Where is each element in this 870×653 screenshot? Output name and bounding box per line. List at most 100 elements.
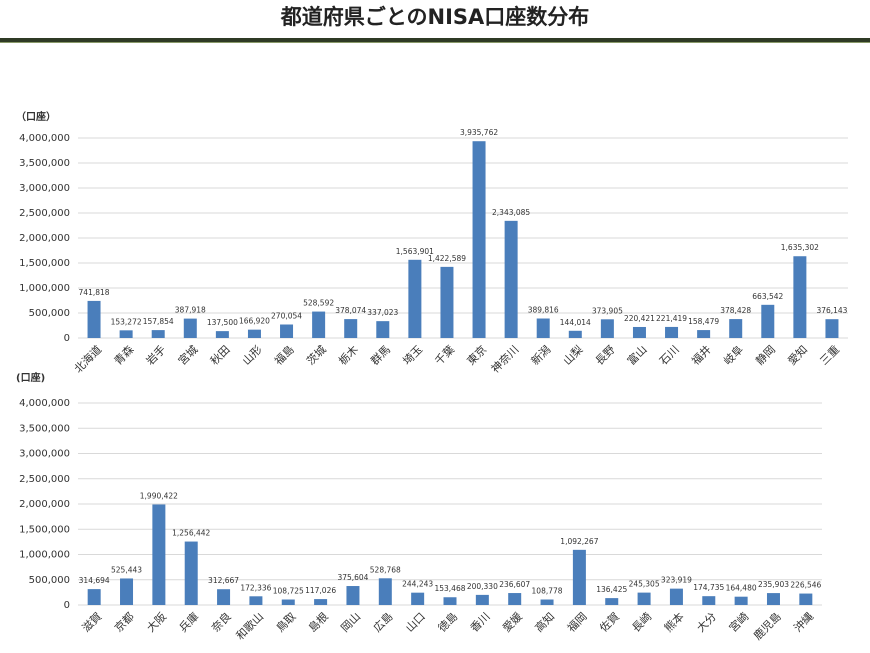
bar [152,504,166,605]
x-tick-label: 石川 [657,343,682,368]
bar [669,588,683,605]
bar [247,329,261,338]
x-tick-label: 兵庫 [176,609,201,634]
x-tick-label: 山口 [403,610,428,635]
bar [793,256,807,338]
bar [697,330,711,338]
value-label: 153,468 [434,584,465,593]
x-tick-label: 長崎 [629,609,654,634]
y-tick-label: 1,000,000 [19,283,70,294]
bar [637,592,651,605]
y-tick-label: 2,500,000 [19,208,70,219]
value-label: 663,542 [752,292,783,301]
y-tick-label: 500,000 [29,308,70,319]
x-tick-label: 宮崎 [726,609,751,634]
x-tick-label: 愛媛 [499,609,524,634]
value-label: 235,903 [758,580,789,589]
x-tick-label: 鹿児島 [750,609,783,642]
bar [440,266,454,338]
x-tick-label: 埼玉 [400,342,425,367]
x-tick-label: 京都 [111,609,136,634]
y-tick-label: 3,500,000 [19,158,70,169]
bar [605,598,619,605]
bar [761,304,775,338]
bar [281,599,295,605]
x-tick-label: 和歌山 [233,609,266,642]
x-tick-label: 神奈川 [488,342,521,375]
value-label: 528,592 [303,299,334,308]
bar [568,330,582,338]
x-tick-label: 愛知 [785,342,810,367]
x-tick-label: 沖縄 [791,609,816,634]
bar [346,586,360,605]
title-rule [0,38,870,42]
y-tick-label: 2,000,000 [19,233,70,244]
bar [87,589,101,605]
bar [766,593,780,605]
x-tick-label: 熊本 [661,609,686,634]
y-tick-label: 500,000 [29,575,70,586]
value-label: 108,778 [532,587,563,596]
x-tick-label: 静岡 [753,342,778,367]
x-tick-label: 福島 [271,342,296,367]
value-label: 153,272 [111,317,142,326]
value-label: 137,500 [207,318,238,327]
bar [378,578,392,605]
value-label: 220,421 [624,314,655,323]
value-label: 378,428 [720,306,751,315]
y-tick-label: 2,000,000 [19,499,70,510]
x-tick-label: 山形 [240,343,265,368]
x-tick-label: 岡山 [338,610,363,635]
bar [411,592,425,605]
value-label: 314,694 [79,576,110,585]
bar [504,220,518,338]
bar [87,300,101,338]
y-tick-label: 3,000,000 [19,449,70,460]
x-tick-label: 栃木 [335,342,360,367]
y-tick-label: 2,500,000 [19,474,70,485]
value-label: 337,023 [367,308,398,317]
y-tick-label: 1,000,000 [19,550,70,561]
value-label: 1,256,442 [172,529,210,538]
bar [312,311,326,338]
value-label: 158,479 [688,317,719,326]
bar [508,593,522,605]
value-label: 389,816 [528,306,559,315]
bar [215,331,229,338]
value-label: 1,422,589 [428,254,466,263]
y-tick-label: 3,000,000 [19,183,70,194]
page-title: 都道府県ごとのNISA口座数分布 [280,5,590,29]
value-label: 1,635,302 [781,243,819,252]
value-label: 387,918 [175,306,206,315]
bar [825,319,839,338]
bar [443,597,457,605]
value-label: 1,563,901 [396,247,434,256]
x-tick-label: 香川 [468,610,493,635]
y-tick-label: 4,000,000 [19,133,70,144]
bar [632,326,646,338]
x-tick-label: 大分 [694,609,719,634]
bar [600,319,614,338]
value-label: 221,419 [656,314,687,323]
bar [475,594,489,605]
bar [572,549,586,605]
value-label: 270,054 [271,311,302,320]
bar [376,321,390,338]
value-label: 1,092,267 [560,537,598,546]
bar [344,319,358,338]
bar [217,589,231,605]
value-label: 378,074 [335,306,366,315]
y-tick-label: 3,500,000 [19,423,70,434]
value-label: 164,480 [726,584,757,593]
x-tick-label: 大阪 [144,609,169,634]
x-tick-label: 福井 [688,342,713,367]
x-tick-label: 佐賀 [597,609,622,634]
x-tick-label: 広島 [370,609,395,634]
x-tick-label: 三重 [817,342,842,367]
x-tick-label: 秋田 [207,342,232,367]
value-label: 226,546 [790,581,821,590]
value-label: 245,305 [629,580,660,589]
value-label: 1,990,422 [140,491,178,500]
bar [665,326,679,338]
